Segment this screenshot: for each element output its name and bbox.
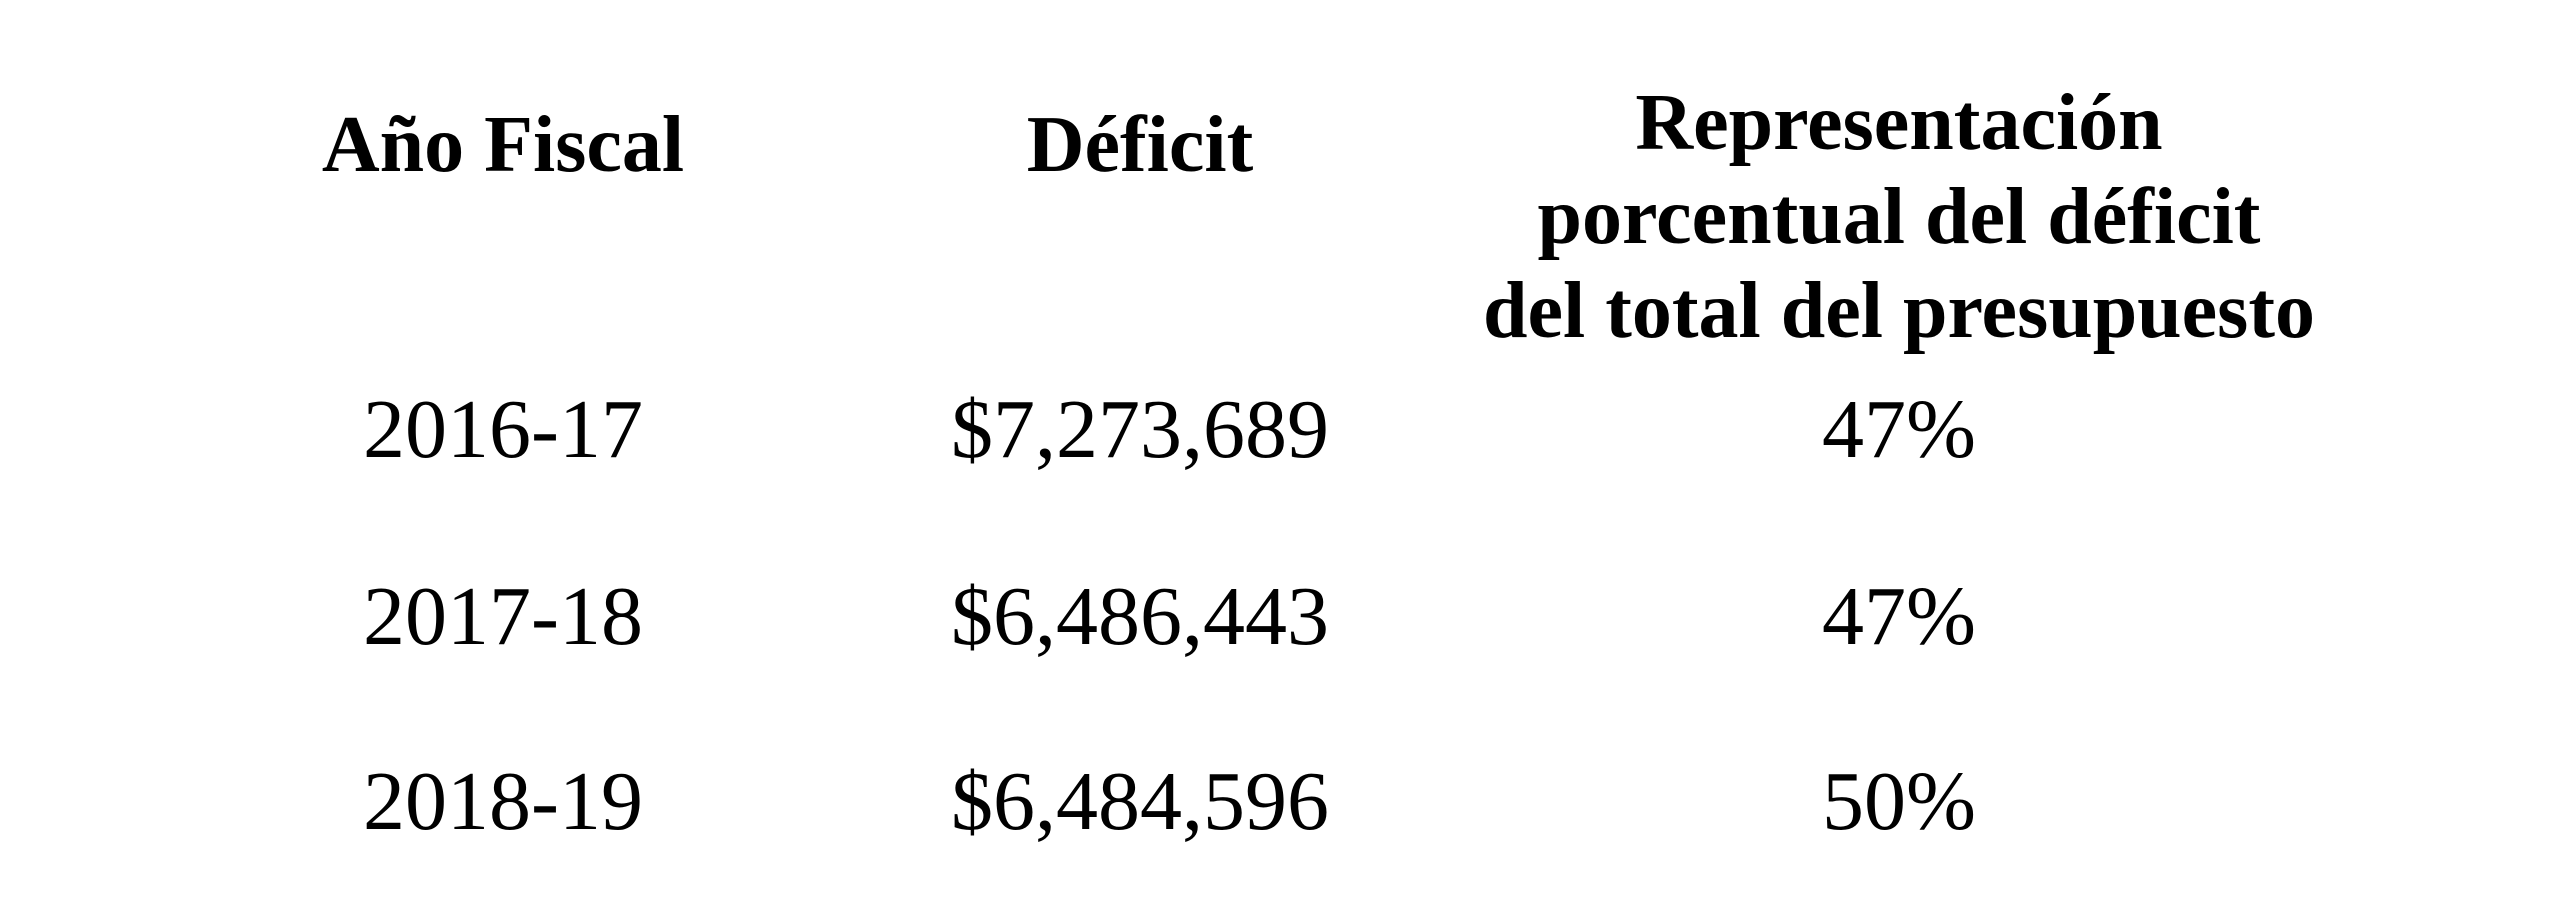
header-deficit: Déficit — [1026, 101, 1254, 189]
header-fiscal-year: Año Fiscal — [321, 101, 685, 189]
cell-deficit: $6,484,596 — [951, 755, 1329, 848]
cell-fiscal-year: 2018-19 — [363, 755, 643, 848]
header-line: Representación — [1635, 79, 2163, 167]
cell-deficit: $6,486,443 — [951, 570, 1329, 663]
cell-fiscal-year: 2017-18 — [363, 570, 643, 663]
header-deficit-percentage: Representación porcentual del déficit de… — [1483, 76, 2315, 358]
header-line: porcentual del déficit — [1537, 173, 2261, 261]
cell-percentage: 50% — [1822, 755, 1976, 848]
header-line: del total del presupuesto — [1483, 267, 2315, 355]
cell-fiscal-year: 2016-17 — [363, 383, 643, 476]
cell-deficit: $7,273,689 — [951, 383, 1329, 476]
cell-percentage: 47% — [1822, 383, 1976, 476]
cell-percentage: 47% — [1822, 570, 1976, 663]
